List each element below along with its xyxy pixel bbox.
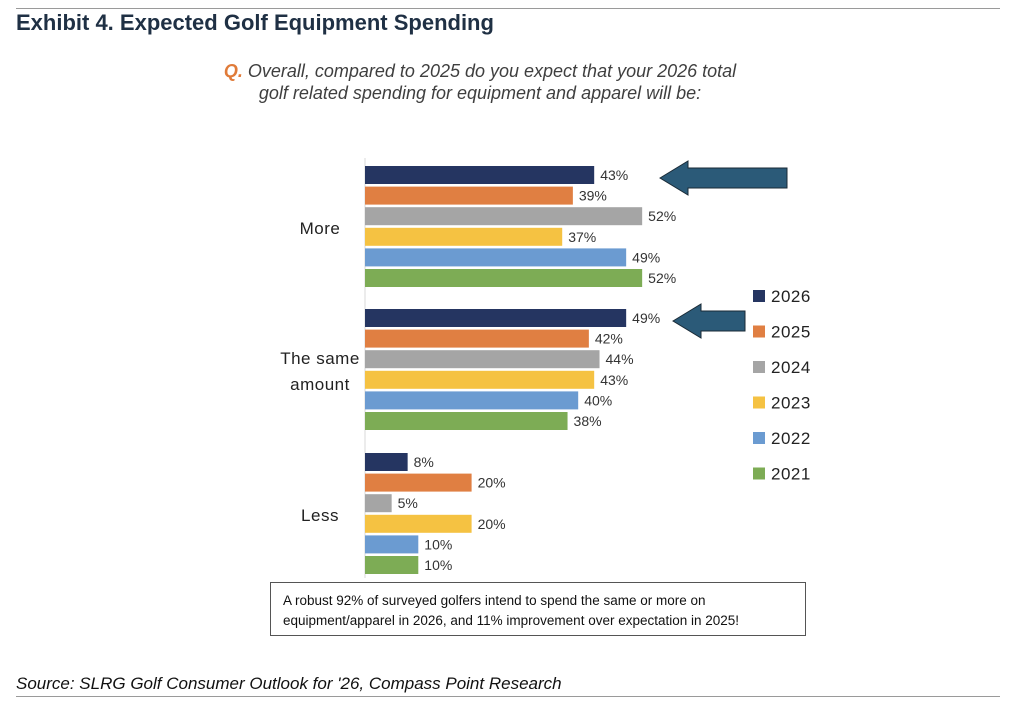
legend-label: 2026: [771, 287, 811, 306]
exhibit-title: Exhibit 4. Expected Golf Equipment Spend…: [16, 10, 494, 35]
category-label: amount: [290, 375, 350, 394]
bar-2022-more: [365, 248, 627, 267]
bar-2024-less: [365, 494, 392, 513]
data-label: 5%: [398, 495, 418, 511]
legend-swatch-2022: [753, 432, 765, 444]
bar-2021-more: [365, 269, 643, 287]
category-label: Less: [301, 506, 339, 525]
data-label: 39%: [579, 188, 607, 204]
bar-2025-the-same-amount: [365, 329, 589, 348]
data-label: 49%: [632, 310, 660, 326]
data-label: 43%: [600, 372, 628, 388]
legend-label: 2025: [771, 323, 811, 342]
data-label: 20%: [478, 475, 506, 491]
top-rule: [16, 8, 1000, 9]
category-label: More: [300, 219, 341, 238]
bar-2026-more: [365, 166, 595, 184]
bar-2026-the-same-amount: [365, 309, 627, 327]
data-label: 44%: [606, 351, 634, 367]
bar-2026-less: [365, 453, 408, 471]
data-label: 10%: [424, 557, 452, 573]
callout-line-2: equipment/apparel in 2026, and 11% impro…: [283, 613, 740, 628]
bar-2021-less: [365, 556, 419, 574]
data-label: 43%: [600, 167, 628, 183]
question-line-2: golf related spending for equipment and …: [258, 83, 702, 103]
bar-2022-the-same-amount: [365, 391, 579, 410]
data-label: 38%: [574, 413, 602, 429]
data-label: 37%: [568, 229, 596, 245]
legend-swatch-2025: [753, 325, 765, 338]
bar-2021-the-same-amount: [365, 412, 568, 430]
data-label: 40%: [584, 392, 612, 408]
callout-box: A robust 92% of surveyed golfers intend …: [270, 582, 806, 636]
question-line-1: Overall, compared to 2025 do you expect …: [247, 61, 737, 81]
data-label: 52%: [648, 270, 676, 286]
bar-2025-less: [365, 473, 472, 492]
legend-swatch-2026: [753, 290, 765, 302]
data-label: 8%: [414, 454, 434, 470]
arrow-icon-same-2026: [672, 303, 746, 339]
bottom-rule: [16, 696, 1000, 697]
legend-label: 2023: [771, 394, 811, 413]
legend-swatch-2024: [753, 361, 765, 373]
legend-label: 2024: [771, 358, 811, 377]
legend-label: 2022: [771, 429, 811, 448]
legend-label: 2021: [771, 465, 811, 484]
source-note: Source: SLRG Golf Consumer Outlook for '…: [16, 674, 562, 693]
bar-2023-less: [365, 514, 472, 533]
bar-2025-more: [365, 186, 573, 205]
bar-2023-the-same-amount: [365, 370, 595, 389]
bar-2024-the-same-amount: [365, 350, 600, 369]
data-label: 52%: [648, 208, 676, 224]
data-label: 42%: [595, 331, 623, 347]
data-label: 20%: [478, 516, 506, 532]
bar-2023-more: [365, 227, 563, 246]
survey-question: Q. Overall, compared to 2025 do you expe…: [170, 60, 790, 104]
callout-line-1: A robust 92% of surveyed golfers intend …: [283, 593, 706, 608]
category-label: The same: [280, 349, 360, 368]
bar-2022-less: [365, 535, 419, 554]
arrow-icon-more-2026: [659, 160, 788, 196]
data-label: 49%: [632, 249, 660, 265]
legend-swatch-2023: [753, 396, 765, 409]
bar-2024-more: [365, 207, 643, 226]
question-prefix: Q.: [223, 61, 243, 81]
legend-swatch-2021: [753, 467, 765, 480]
data-label: 10%: [424, 536, 452, 552]
